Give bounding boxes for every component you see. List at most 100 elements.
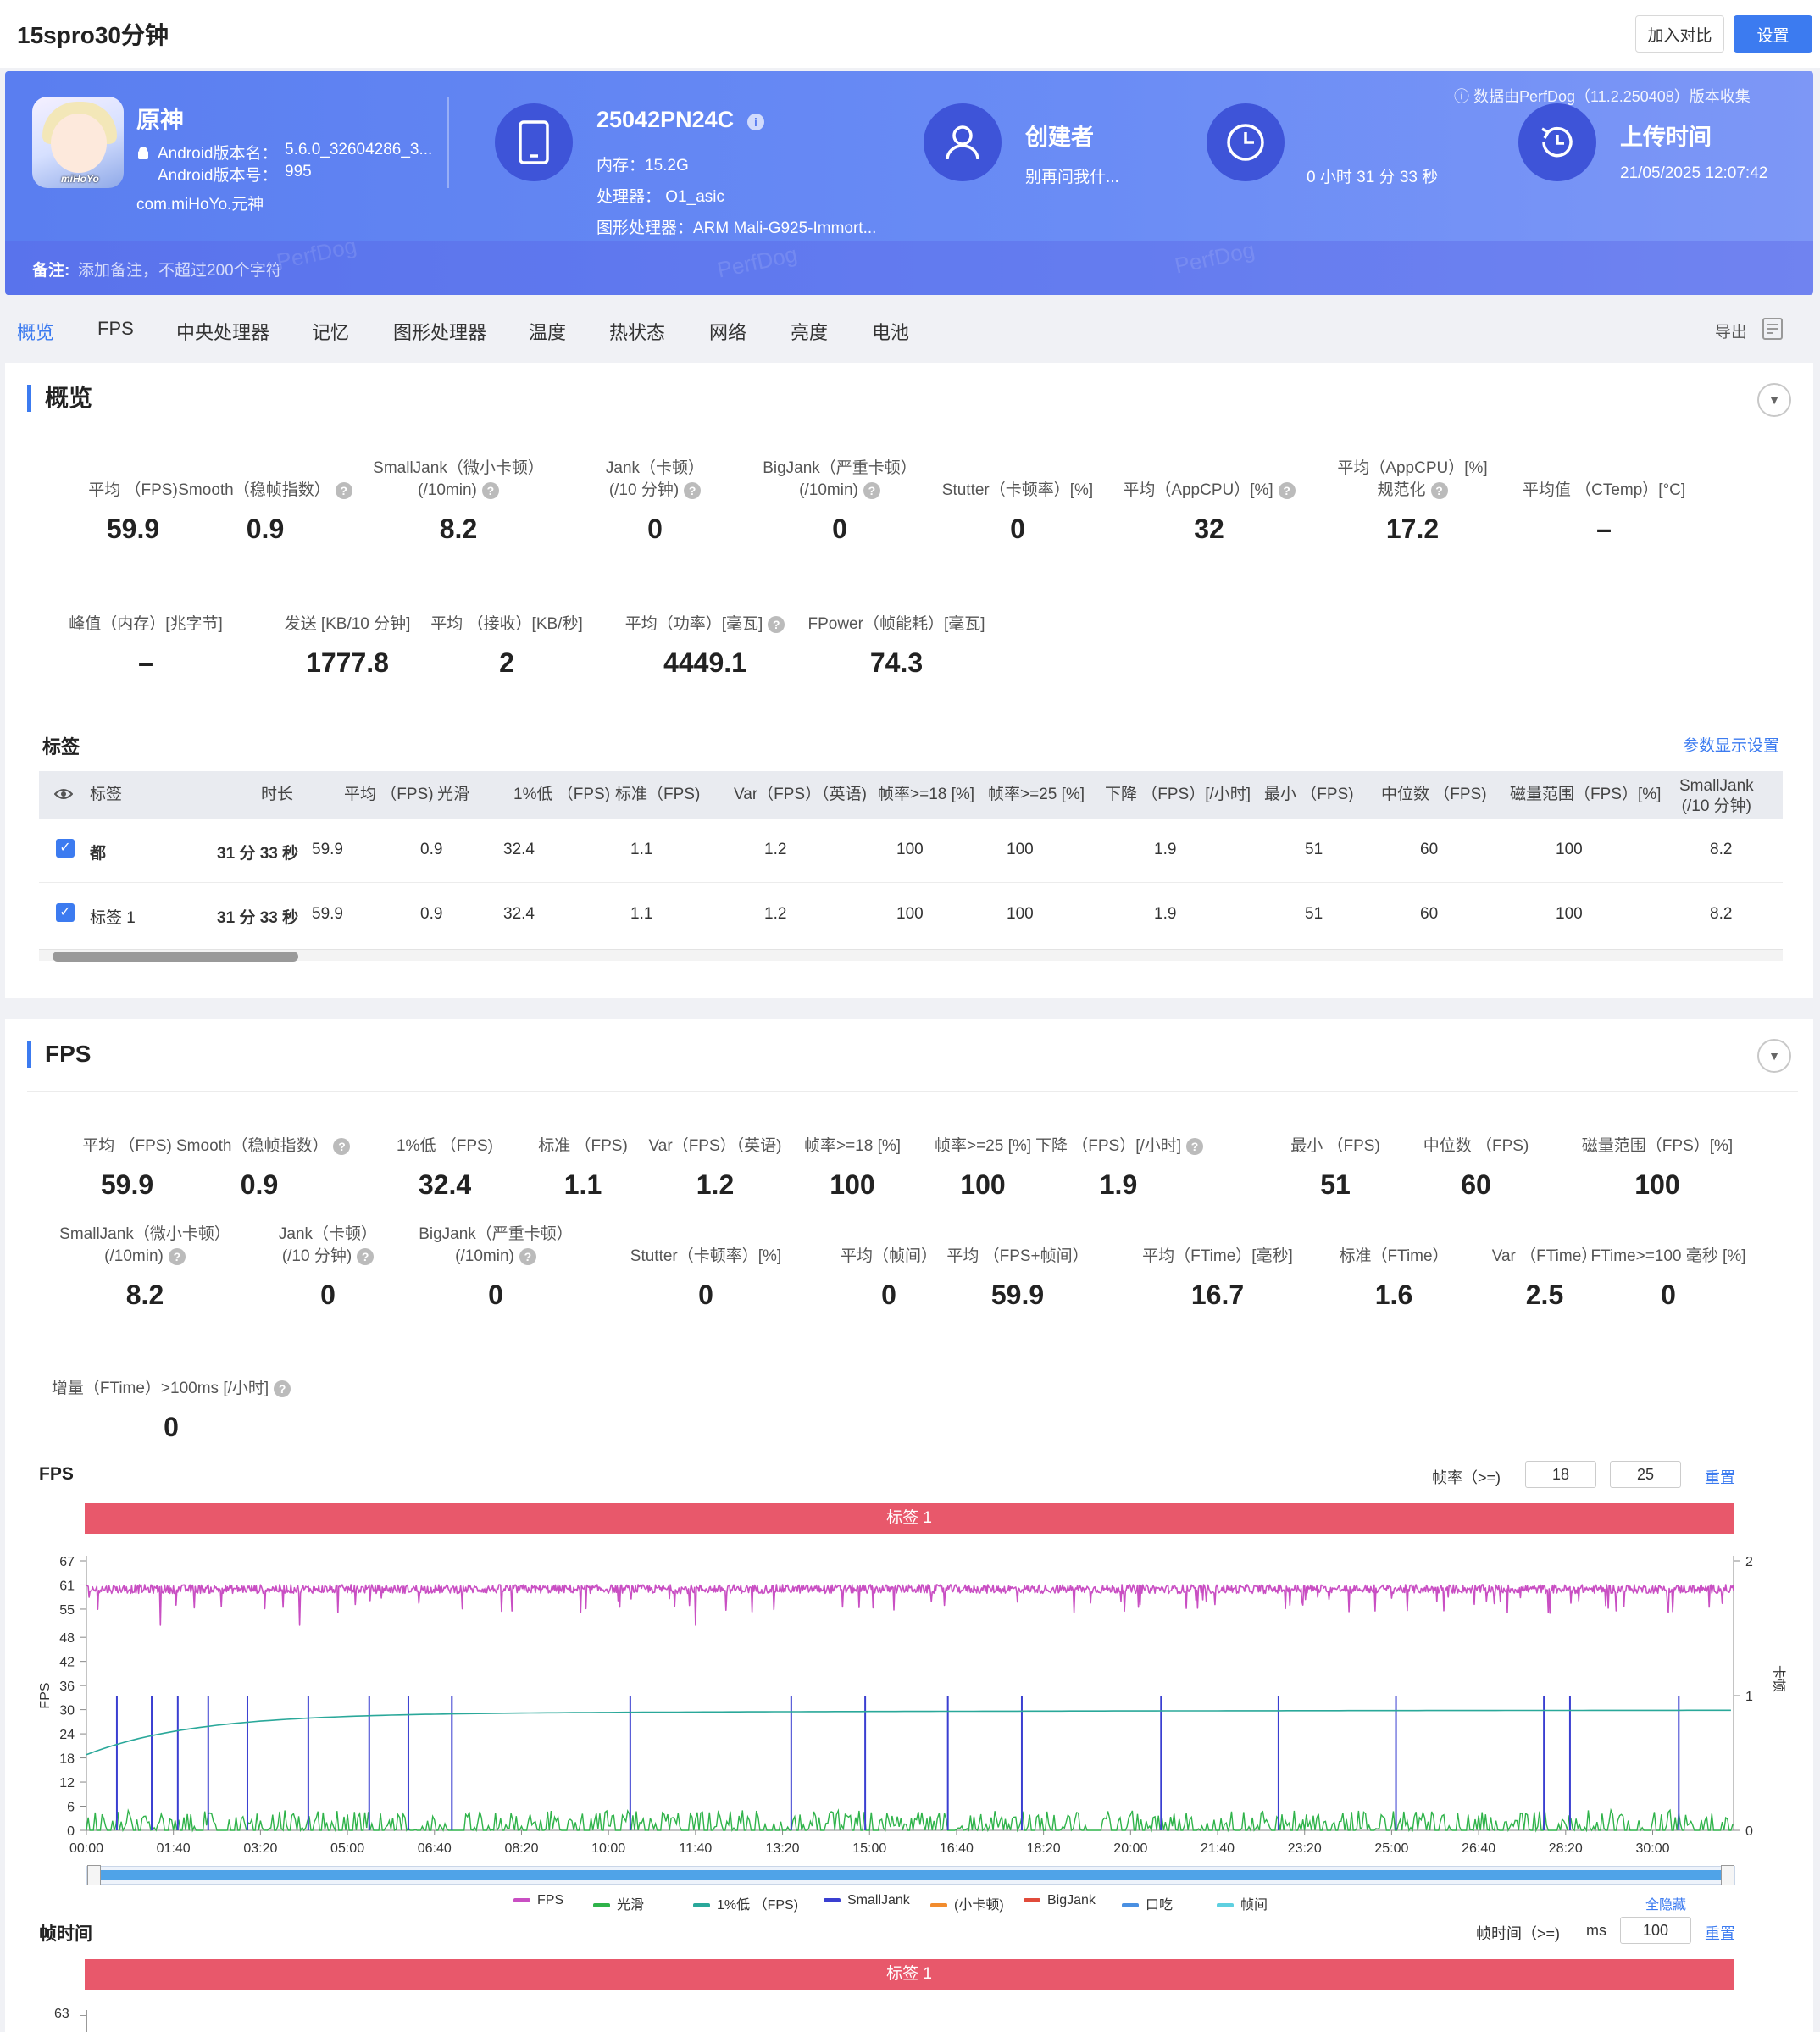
frametime-reset-button[interactable]: 重置 <box>1705 1925 1735 1942</box>
table-row[interactable]: ✓ 都 31 分 33 秒 59.9 0.9 32.4 1.1 1.2 100 100 1.9 51 6… <box>39 819 1783 883</box>
eye-icon[interactable] <box>53 785 74 808</box>
horizontal-scrollbar-track[interactable] <box>39 949 1783 962</box>
y2-axis-label: 卡顿 <box>1771 1665 1786 1692</box>
frametime-input[interactable]: 100 <box>1620 1917 1691 1944</box>
note-label: 备注: <box>32 262 70 280</box>
table-header-cell[interactable]: 时长 <box>261 786 294 803</box>
metric-label: 平均 （FPS) <box>82 1137 172 1155</box>
data-source-text: 数据由PerfDog（11.2.250408）版本收集 <box>1473 88 1751 105</box>
metric-value: 100 <box>830 1169 875 1200</box>
table-header-cell[interactable]: 磁量范围（FPS）[%] <box>1510 786 1662 803</box>
table-cell: 60 <box>1420 905 1439 923</box>
help-icon[interactable]: ? <box>863 481 880 499</box>
reset-button[interactable]: 重置 <box>1705 1469 1735 1486</box>
table-header-cell[interactable]: Var（FPS）（英语) <box>734 786 867 803</box>
row-checkbox[interactable]: ✓ <box>56 839 75 858</box>
help-icon[interactable]: ? <box>335 481 352 499</box>
table-cell: 1.1 <box>630 841 653 858</box>
tab-overview[interactable]: 概览 <box>17 322 55 343</box>
table-header-cell[interactable]: 中位数 （FPS) <box>1381 786 1487 803</box>
collapse-toggle[interactable]: ▼ <box>1757 1039 1791 1073</box>
param-settings-link[interactable]: 参数显示设置 <box>1683 737 1780 755</box>
frametime-y-tick-mark <box>80 2015 86 2016</box>
tab-thermal[interactable]: 热状态 <box>609 322 666 343</box>
help-icon[interactable]: ? <box>274 1380 291 1397</box>
row-checkbox[interactable]: ✓ <box>56 903 75 922</box>
table-header-cell[interactable]: 最小 （FPS) <box>1264 786 1354 803</box>
x-tick-label: 21:40 <box>1201 1841 1235 1856</box>
help-icon[interactable]: ? <box>1278 481 1296 499</box>
tab-temperature[interactable]: 温度 <box>529 322 567 343</box>
metric-value: 8.2 <box>125 1280 164 1310</box>
table-header-cell[interactable]: 下降 （FPS）[/小时] <box>1105 786 1251 803</box>
add-compare-button[interactable]: 加入对比 <box>1635 15 1724 53</box>
version-code-label: Android版本号： <box>158 167 278 185</box>
table-cell: 32.4 <box>503 905 535 923</box>
help-icon[interactable]: ? <box>333 1137 351 1155</box>
table-header-cell[interactable]: 标签 <box>90 786 123 803</box>
table-cell: 100 <box>896 905 924 923</box>
creator-value: 别再问我什... <box>1025 169 1119 186</box>
help-icon[interactable]: ? <box>684 481 702 499</box>
table-header-cell[interactable]: 平均 （FPS) <box>344 786 434 803</box>
settings-button[interactable]: 设置 <box>1734 15 1812 53</box>
x-tick-label: 06:40 <box>418 1841 452 1856</box>
hide-all-button[interactable]: 全隐藏 <box>1645 1898 1687 1913</box>
help-icon[interactable]: ? <box>519 1247 536 1265</box>
help-icon[interactable]: ? <box>357 1247 375 1265</box>
tab-cpu[interactable]: 中央处理器 <box>176 322 270 343</box>
tag-bar[interactable]: 标签 1 <box>85 1503 1734 1534</box>
tab-battery[interactable]: 电池 <box>872 322 910 343</box>
legend-fps[interactable]: FPS <box>513 1893 563 1908</box>
table-header-cell[interactable]: SmallJank (/10 分钟) <box>1679 777 1754 815</box>
range-handle-right[interactable] <box>1721 1865 1734 1885</box>
table-cell: 1.2 <box>764 905 787 923</box>
tab-fps[interactable]: FPS <box>97 318 134 339</box>
threshold-input-18[interactable]: 18 <box>1525 1461 1596 1488</box>
overview-metrics-row1: 平均 （FPS) 59.9 Smooth（稳帧指数）? 0.9 SmallJank（微小… <box>27 458 1798 559</box>
table-row[interactable]: ✓ 标签 1 31 分 33 秒 59.9 0.9 32.4 1.1 1.2 100 100 1.9… <box>39 883 1783 947</box>
help-icon[interactable]: ? <box>768 615 785 633</box>
threshold-input-25[interactable]: 25 <box>1610 1461 1681 1488</box>
frametime-tag-bar[interactable]: 标签 1 <box>85 1959 1734 1990</box>
frametime-unit: ms <box>1586 1922 1606 1939</box>
export-icon[interactable] <box>1761 316 1786 346</box>
metric-label: Var （FTime） <box>1491 1247 1598 1265</box>
collapse-toggle[interactable]: ▼ <box>1757 383 1791 417</box>
legend-smalljank[interactable]: SmallJank <box>824 1893 910 1908</box>
help-icon[interactable]: ? <box>1186 1137 1204 1155</box>
scrollbar-thumb[interactable] <box>53 952 298 962</box>
y-tick-label: 48 <box>59 1631 75 1646</box>
legend-interframe[interactable]: 帧间 <box>1217 1893 1268 1913</box>
legend-bigjank[interactable]: BigJank <box>1024 1893 1096 1908</box>
tab-brightness[interactable]: 亮度 <box>791 322 829 343</box>
metric-value: 51 <box>1320 1169 1351 1200</box>
table-header-cell[interactable]: 光滑 <box>437 786 470 803</box>
legend-jank[interactable]: (小卡顿) <box>930 1893 1004 1913</box>
table-header-cell[interactable]: 标准（FPS) <box>615 786 701 803</box>
tab-memory[interactable]: 记忆 <box>312 322 350 343</box>
range-slider-track[interactable] <box>86 1865 1735 1885</box>
legend-1pct-low[interactable]: 1%低 （FPS) <box>693 1893 798 1913</box>
fps-title: FPS <box>27 1041 91 1068</box>
table-header-cell[interactable]: 1%低 （FPS) <box>513 786 611 803</box>
range-handle-left[interactable] <box>87 1865 101 1885</box>
metric-value: 32.4 <box>418 1169 472 1200</box>
help-icon[interactable]: ? <box>168 1247 186 1265</box>
tab-gpu[interactable]: 图形处理器 <box>393 322 487 343</box>
fps-metrics-row2: SmallJank（微小卡顿） (/10min)? 8.2 Jank（卡顿） (/10 … <box>27 1224 1798 1334</box>
export-button[interactable]: 导出 <box>1715 324 1748 341</box>
tab-network[interactable]: 网络 <box>709 322 747 343</box>
note-input[interactable]: 添加备注，不超过200个字符 <box>78 262 282 280</box>
metric-value: 1777.8 <box>306 647 389 678</box>
help-icon[interactable]: ? <box>481 481 499 499</box>
legend-smooth[interactable]: 光滑 <box>593 1893 644 1913</box>
frametime-label: 帧时间（>=) <box>1476 1925 1561 1942</box>
help-icon[interactable]: ? <box>1430 481 1448 499</box>
table-header-cell[interactable]: 帧率>=18 [%] <box>878 786 975 803</box>
legend-stutter[interactable]: 口吃 <box>1122 1893 1173 1913</box>
info-icon[interactable]: i <box>747 114 764 130</box>
table-header-cell[interactable]: 帧率>=25 [%] <box>988 786 1085 803</box>
range-slider-fill[interactable] <box>99 1870 1723 1880</box>
